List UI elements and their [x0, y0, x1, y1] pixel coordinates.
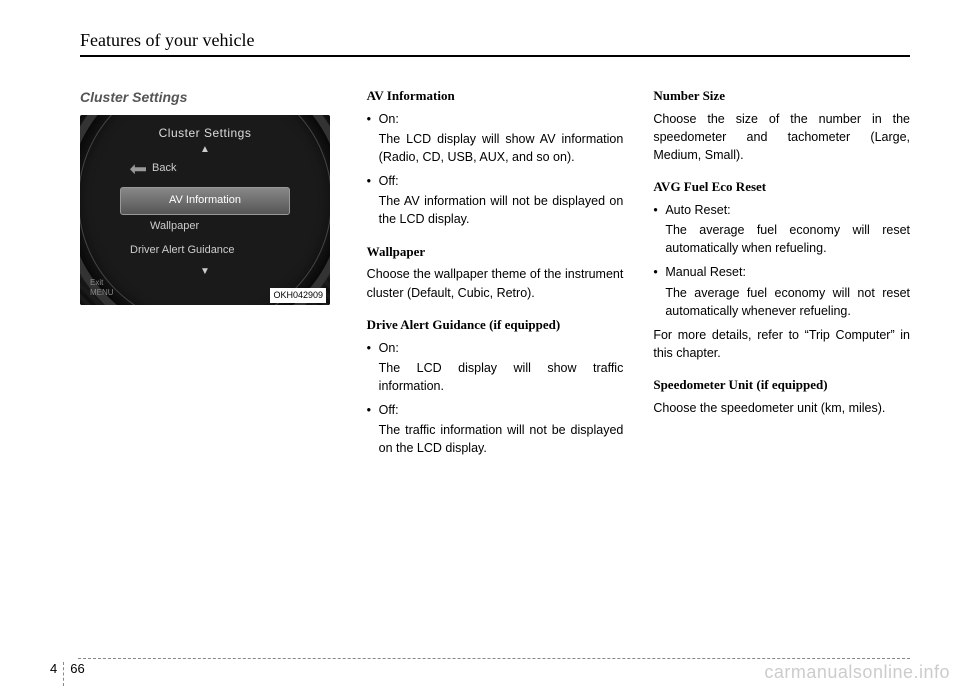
- c3s2-b1-label: Auto Reset:: [665, 201, 910, 219]
- bullet-icon: •: [367, 110, 379, 128]
- c2s3-b1-label: On:: [379, 339, 624, 357]
- c3s2-note: For more details, refer to “Trip Compute…: [653, 326, 910, 362]
- c2s3-b1-desc: The LCD display will show traffic inform…: [367, 359, 624, 395]
- bullet-icon: •: [653, 263, 665, 281]
- c3s2-b2-desc: The average fuel economy will not reset …: [653, 284, 910, 320]
- bullet-icon: •: [367, 172, 379, 190]
- cluster-title: Cluster Settings: [80, 125, 330, 142]
- c3s3-heading: Speedometer Unit (if equipped): [653, 376, 910, 395]
- chapter-number: 4: [50, 662, 64, 686]
- c3s2-b2: • Manual Reset:: [653, 263, 910, 281]
- page-number: 66: [64, 662, 84, 676]
- content-columns: Cluster Settings Cluster Settings ▲ Back…: [80, 87, 910, 463]
- c3s2-b2-label: Manual Reset:: [665, 263, 910, 281]
- c2s1-b1: • On:: [367, 110, 624, 128]
- menu-label: MENU: [90, 288, 114, 298]
- bullet-icon: •: [653, 201, 665, 219]
- c2s3-b2-label: Off:: [379, 401, 624, 419]
- back-label: Back: [152, 161, 176, 177]
- c3s3-text: Choose the speedometer unit (km, miles).: [653, 399, 910, 417]
- c2s1-heading: AV Information: [367, 87, 624, 106]
- c3s2-b1: • Auto Reset:: [653, 201, 910, 219]
- header-title: Features of your vehicle: [80, 30, 910, 55]
- c2s2-text: Choose the wallpaper theme of the instru…: [367, 265, 624, 301]
- arrow-up-icon: ▲: [200, 143, 210, 158]
- bullet-icon: •: [367, 401, 379, 419]
- c2s1-b2: • Off:: [367, 172, 624, 190]
- back-arrow-icon: [130, 164, 146, 174]
- page-footer: 4 66: [50, 658, 910, 659]
- c2s1-b1-label: On:: [379, 110, 624, 128]
- watermark: carmanualsonline.info: [764, 662, 950, 683]
- c2s3-b2-desc: The traffic information will not be disp…: [367, 421, 624, 457]
- c2s1-b2-desc: The AV information will not be displayed…: [367, 192, 624, 228]
- bullet-icon: •: [367, 339, 379, 357]
- c2s3-heading: Drive Alert Guidance (if equipped): [367, 316, 624, 335]
- c3s1-text: Choose the size of the number in the spe…: [653, 110, 910, 164]
- arrow-down-icon: ▼: [200, 265, 210, 280]
- header-rule: [80, 55, 910, 57]
- footer-rule: [78, 658, 910, 659]
- c3s1-heading: Number Size: [653, 87, 910, 106]
- c2s3-b1: • On:: [367, 339, 624, 357]
- c2s2-heading: Wallpaper: [367, 243, 624, 262]
- c3s2-b1-desc: The average fuel economy will reset auto…: [653, 221, 910, 257]
- figure-code: OKH042909: [270, 288, 326, 303]
- cluster-back-item: Back: [130, 161, 176, 177]
- cluster-selected-item: AV Information: [120, 187, 290, 215]
- col1-heading: Cluster Settings: [80, 87, 337, 107]
- page-number-box: 4 66: [50, 662, 85, 686]
- c3s2-heading: AVG Fuel Eco Reset: [653, 178, 910, 197]
- cluster-exit-menu: Exit MENU: [90, 278, 114, 297]
- exit-label: Exit: [90, 278, 114, 288]
- cluster-wallpaper-item: Wallpaper: [150, 219, 199, 235]
- c2s3-b2: • Off:: [367, 401, 624, 419]
- page-header: Features of your vehicle: [80, 30, 910, 57]
- c2s1-b1-desc: The LCD display will show AV information…: [367, 130, 624, 166]
- column-3: Number Size Choose the size of the numbe…: [653, 87, 910, 463]
- column-1: Cluster Settings Cluster Settings ▲ Back…: [80, 87, 337, 463]
- cluster-driver-item: Driver Alert Guidance: [130, 243, 235, 259]
- column-2: AV Information • On: The LCD display wil…: [367, 87, 624, 463]
- c2s1-b2-label: Off:: [379, 172, 624, 190]
- cluster-screenshot: Cluster Settings ▲ Back AV Information W…: [80, 115, 330, 305]
